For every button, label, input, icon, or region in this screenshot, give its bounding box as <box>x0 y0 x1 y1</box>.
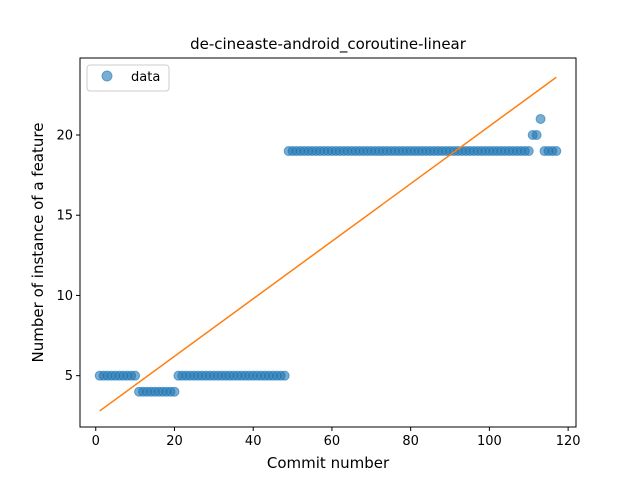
x-tick-label: 20 <box>166 434 183 449</box>
legend-label-data: data <box>131 70 160 85</box>
data-point <box>552 147 561 156</box>
legend-marker-data <box>102 71 112 81</box>
y-tick-label: 10 <box>56 289 73 304</box>
x-axis-label: Commit number <box>267 454 390 472</box>
y-tick-label: 20 <box>56 129 73 144</box>
chart-title: de-cineaste-android_coroutine-linear <box>190 35 467 54</box>
data-point <box>131 371 140 380</box>
y-axis-label: Number of instance of a feature <box>29 123 47 363</box>
data-point <box>532 131 541 140</box>
x-tick-label: 40 <box>245 434 262 449</box>
x-tick-label: 60 <box>324 434 341 449</box>
legend: data <box>87 65 169 91</box>
y-tick-label: 5 <box>65 369 73 384</box>
y-tick-label: 15 <box>56 209 73 224</box>
data-point <box>536 114 545 123</box>
x-tick-label: 0 <box>92 434 100 449</box>
data-point <box>170 387 179 396</box>
data-point <box>524 147 533 156</box>
x-tick-label: 100 <box>477 434 502 449</box>
x-tick-label: 120 <box>556 434 581 449</box>
data-point <box>280 371 289 380</box>
x-tick-label: 80 <box>402 434 419 449</box>
